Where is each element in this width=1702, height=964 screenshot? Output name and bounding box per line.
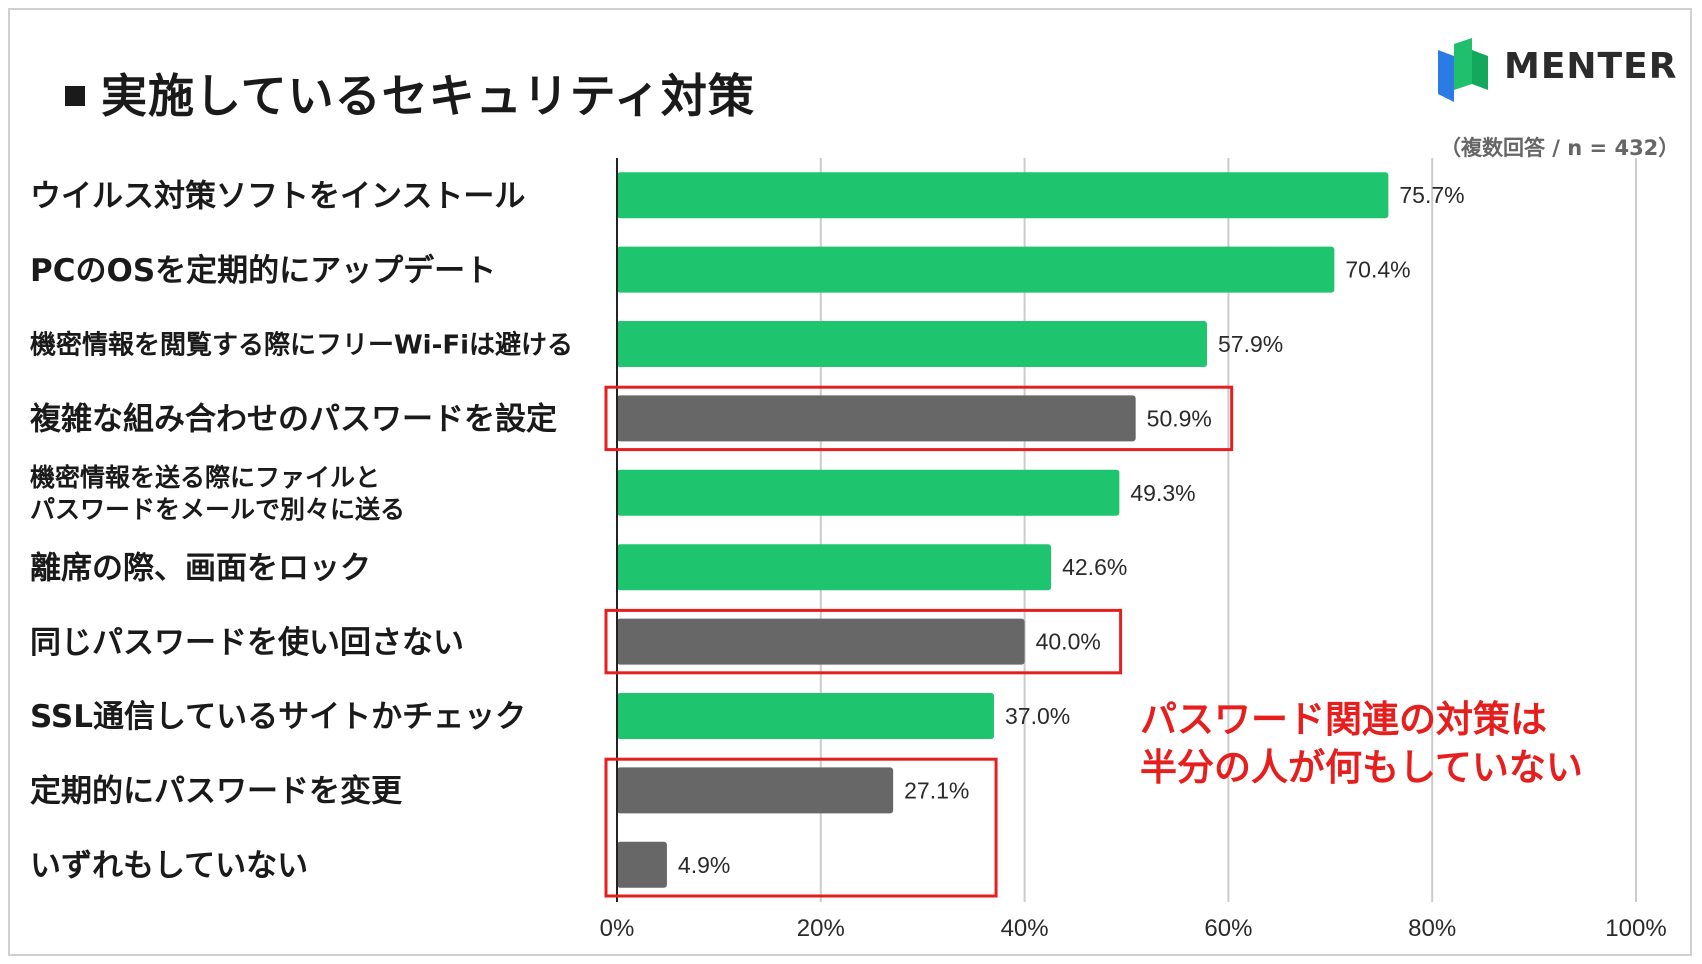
category-label-line: ウイルス対策ソフトをインストール [30, 178, 525, 214]
bar [617, 618, 1025, 665]
brand-logo: MENTER [1436, 36, 1696, 104]
category-label: ウイルス対策ソフトをインストール [30, 178, 525, 214]
data-label: 42.6% [1062, 554, 1127, 580]
highlight-box [604, 757, 998, 898]
category-label-line: パスワードをメールで別々に送る [30, 495, 405, 524]
logo-wordmark: MENTER [1504, 46, 1678, 87]
category-label-line: 離席の際、画面をロック [30, 550, 371, 586]
category-label: 機密情報を送る際にファイルとパスワードをメールで別々に送る [30, 463, 405, 524]
page-title-text: 実施しているセキュリティ対策 [101, 69, 755, 123]
category-label: SSL通信しているサイトかチェック [30, 699, 526, 735]
logo-shape-green-dark [1472, 50, 1488, 90]
category-label: いずれもしていない [30, 848, 308, 884]
data-label: 4.9% [678, 852, 730, 878]
x-tick-label: 60% [1204, 915, 1252, 942]
bar [617, 395, 1136, 442]
category-label-line: 複雑な組み合わせのパスワードを設定 [30, 402, 557, 438]
bar [617, 544, 1052, 591]
bar [617, 841, 667, 888]
data-label: 49.3% [1130, 480, 1195, 506]
bar [617, 321, 1208, 367]
x-tick-label: 0% [600, 915, 635, 942]
data-label: 57.9% [1218, 331, 1283, 357]
data-label: 27.1% [904, 777, 969, 803]
bar [617, 246, 1335, 293]
x-tick-label: 20% [797, 915, 845, 942]
category-label-line: 定期的にパスワードを変更 [30, 774, 403, 810]
highlight-box [604, 385, 1234, 452]
callout-text: パスワード関連の対策は 半分の人が何もしていない [1140, 696, 1583, 792]
category-label-line: いずれもしていない [30, 848, 308, 884]
menter-logo-icon [1438, 38, 1488, 102]
page-title: 実施しているセキュリティ対策 [65, 60, 755, 126]
category-label-line: SSL通信しているサイトかチェック [30, 699, 526, 735]
category-label-line: PCのOSを定期的にアップデート [30, 253, 496, 289]
bar [617, 767, 894, 814]
bar [617, 469, 1120, 516]
sample-note: （複数回答 / n = 432） [1440, 136, 1680, 160]
category-label: PCのOSを定期的にアップデート [30, 253, 496, 289]
bar [617, 172, 1389, 219]
category-label: 同じパスワードを使い回さない [30, 625, 464, 661]
title-bullet-icon [65, 86, 85, 106]
category-label: 定期的にパスワードを変更 [30, 774, 403, 810]
data-label: 50.9% [1147, 405, 1212, 431]
data-label: 37.0% [1005, 703, 1070, 729]
bar [617, 693, 995, 739]
data-label: 70.4% [1345, 257, 1410, 283]
category-label: 複雑な組み合わせのパスワードを設定 [30, 402, 557, 438]
x-tick-label: 100% [1605, 915, 1666, 942]
data-label: 75.7% [1399, 182, 1464, 208]
category-label-line: 機密情報を閲覧する際にフリーWi-Fiは避ける [30, 329, 573, 360]
logo-shape-blue [1438, 50, 1454, 102]
callout-line-2: 半分の人が何もしていない [1140, 746, 1583, 789]
category-label: 離席の際、画面をロック [30, 550, 371, 586]
callout-line-1: パスワード関連の対策は [1140, 698, 1547, 741]
category-label-line: 機密情報を送る際にファイルと [30, 463, 380, 492]
data-label: 40.0% [1036, 629, 1101, 655]
logo-shape-green [1454, 38, 1472, 90]
x-tick-label: 80% [1408, 915, 1456, 942]
category-label: 機密情報を閲覧する際にフリーWi-Fiは避ける [30, 329, 573, 360]
x-tick-label: 40% [1001, 915, 1049, 942]
highlight-box [604, 608, 1123, 675]
category-label-line: 同じパスワードを使い回さない [30, 625, 464, 661]
